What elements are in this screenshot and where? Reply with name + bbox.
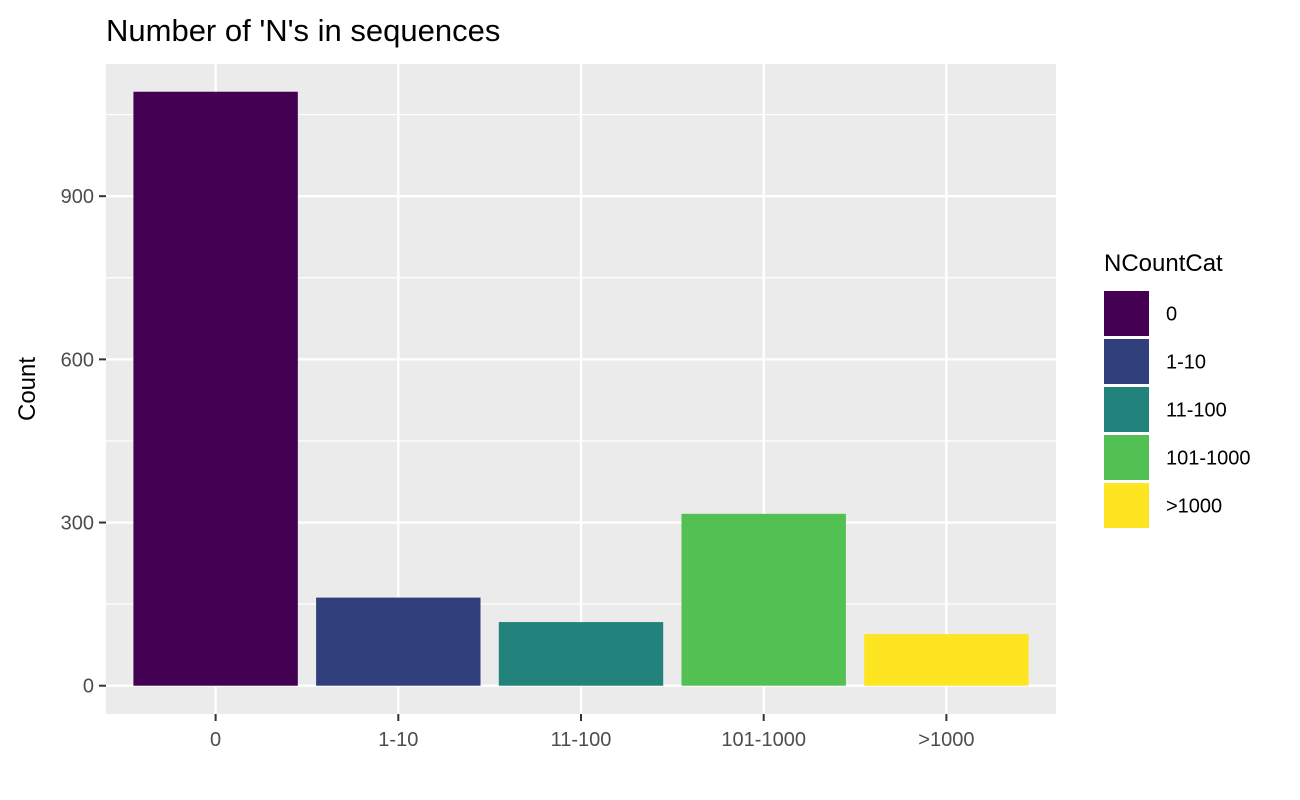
y-tick-label: 900 — [61, 186, 94, 208]
legend-label: >1000 — [1166, 496, 1222, 518]
y-tick-label: 0 — [83, 676, 94, 698]
x-axis: 0 1-10 11-100 101-1000 >1000 — [210, 714, 974, 751]
legend-key — [1104, 435, 1149, 480]
legend-key — [1104, 339, 1149, 384]
legend-key — [1104, 483, 1149, 528]
legend: NCountCat 0 1-10 11-100 101-1000 >1000 — [1104, 250, 1251, 528]
bar — [864, 634, 1029, 686]
y-tick-label: 600 — [61, 349, 94, 371]
bar — [498, 622, 664, 686]
legend-key — [1104, 387, 1149, 432]
x-tick-label: 101-1000 — [721, 729, 806, 751]
legend-label: 0 — [1166, 304, 1177, 326]
y-tick-label: 300 — [61, 513, 94, 535]
bar — [316, 597, 481, 686]
y-axis: 0 300 600 900 — [61, 186, 106, 698]
legend-key — [1104, 291, 1149, 336]
y-axis-title: Count — [14, 357, 41, 421]
x-tick-label: 11-100 — [551, 729, 612, 751]
x-tick-label: >1000 — [918, 729, 974, 751]
legend-label: 101-1000 — [1166, 448, 1251, 470]
legend-title: NCountCat — [1104, 250, 1223, 277]
bar — [133, 91, 298, 686]
x-tick-label: 1-10 — [378, 729, 418, 751]
bar — [681, 513, 846, 686]
legend-label: 11-100 — [1166, 400, 1227, 422]
chart-title: Number of 'N's in sequences — [106, 13, 500, 48]
bars — [133, 91, 1029, 686]
x-tick-label: 0 — [210, 729, 221, 751]
legend-label: 1-10 — [1166, 352, 1206, 374]
